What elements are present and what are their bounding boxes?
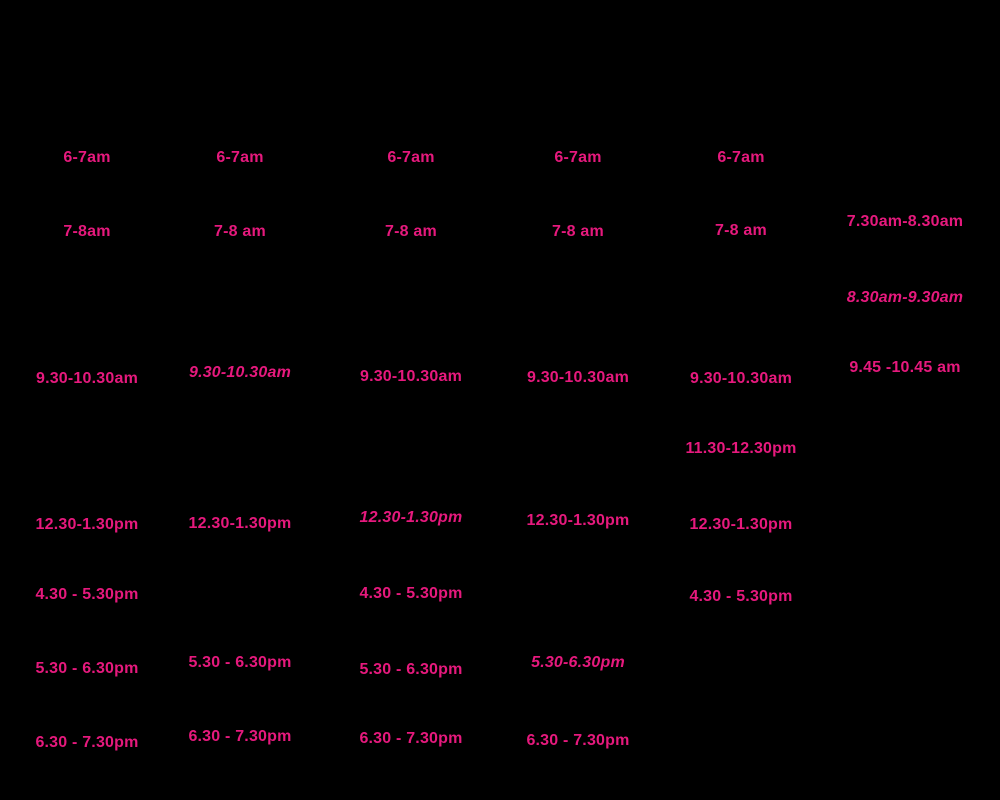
time-slot: 11.30-12.30pm [685,440,797,457]
time-slot: 9.30-10.30am [689,370,793,387]
time-slot: 6.30 - 7.30pm [35,734,139,751]
time-slot: 4.30 - 5.30pm [359,585,463,602]
time-slot: 6-7am [717,149,765,166]
schedule-column-2: 6-7am 7-8 am 9.30-10.30am 12.30-1.30pm 5… [165,0,315,800]
time-slot: 7-8 am [552,223,604,240]
time-slot: 8.30am-9.30am [846,289,964,306]
time-slot: 6-7am [554,149,602,166]
schedule-column-5: 6-7am 7-8 am 9.30-10.30am 11.30-12.30pm … [666,0,816,800]
time-slot: 6.30 - 7.30pm [359,730,463,747]
schedule-column-4: 6-7am 7-8 am 9.30-10.30am 12.30-1.30pm 5… [503,0,653,800]
time-slot: 5.30 - 6.30pm [359,661,463,678]
time-slot: 5.30 - 6.30pm [188,654,292,671]
time-slot: 6-7am [63,149,111,166]
time-slot: 9.30-10.30am [526,369,630,386]
time-slot: 4.30 - 5.30pm [689,588,793,605]
time-slot: 6-7am [387,149,435,166]
schedule-column-1: 6-7am 7-8am 9.30-10.30am 12.30-1.30pm 4.… [12,0,162,800]
time-slot: 9.30-10.30am [359,368,463,385]
time-slot: 6.30 - 7.30pm [526,732,630,749]
time-slot: 9.30-10.30am [188,364,292,381]
time-slot: 6.30 - 7.30pm [188,728,292,745]
time-slot: 5.30-6.30pm [531,654,625,671]
time-slot: 12.30-1.30pm [689,516,793,533]
time-slot: 12.30-1.30pm [188,515,292,532]
time-slot: 7.30am-8.30am [846,213,964,230]
time-slot: 7-8 am [385,223,437,240]
schedule-column-3: 6-7am 7-8 am 9.30-10.30am 12.30-1.30pm 4… [336,0,486,800]
time-slot: 12.30-1.30pm [526,512,630,529]
time-slot: 6-7am [216,149,264,166]
time-slot: 4.30 - 5.30pm [35,586,139,603]
time-slot: 12.30-1.30pm [359,509,463,526]
time-slot: 9.30-10.30am [35,370,139,387]
time-slot: 9.45 -10.45 am [849,359,961,376]
time-slot: 7-8 am [214,223,266,240]
time-slot: 7-8am [63,223,111,240]
time-slot: 12.30-1.30pm [35,516,139,533]
schedule-column-6: 7.30am-8.30am 8.30am-9.30am 9.45 -10.45 … [830,0,980,800]
time-slot: 5.30 - 6.30pm [35,660,139,677]
time-slot: 7-8 am [715,222,767,239]
